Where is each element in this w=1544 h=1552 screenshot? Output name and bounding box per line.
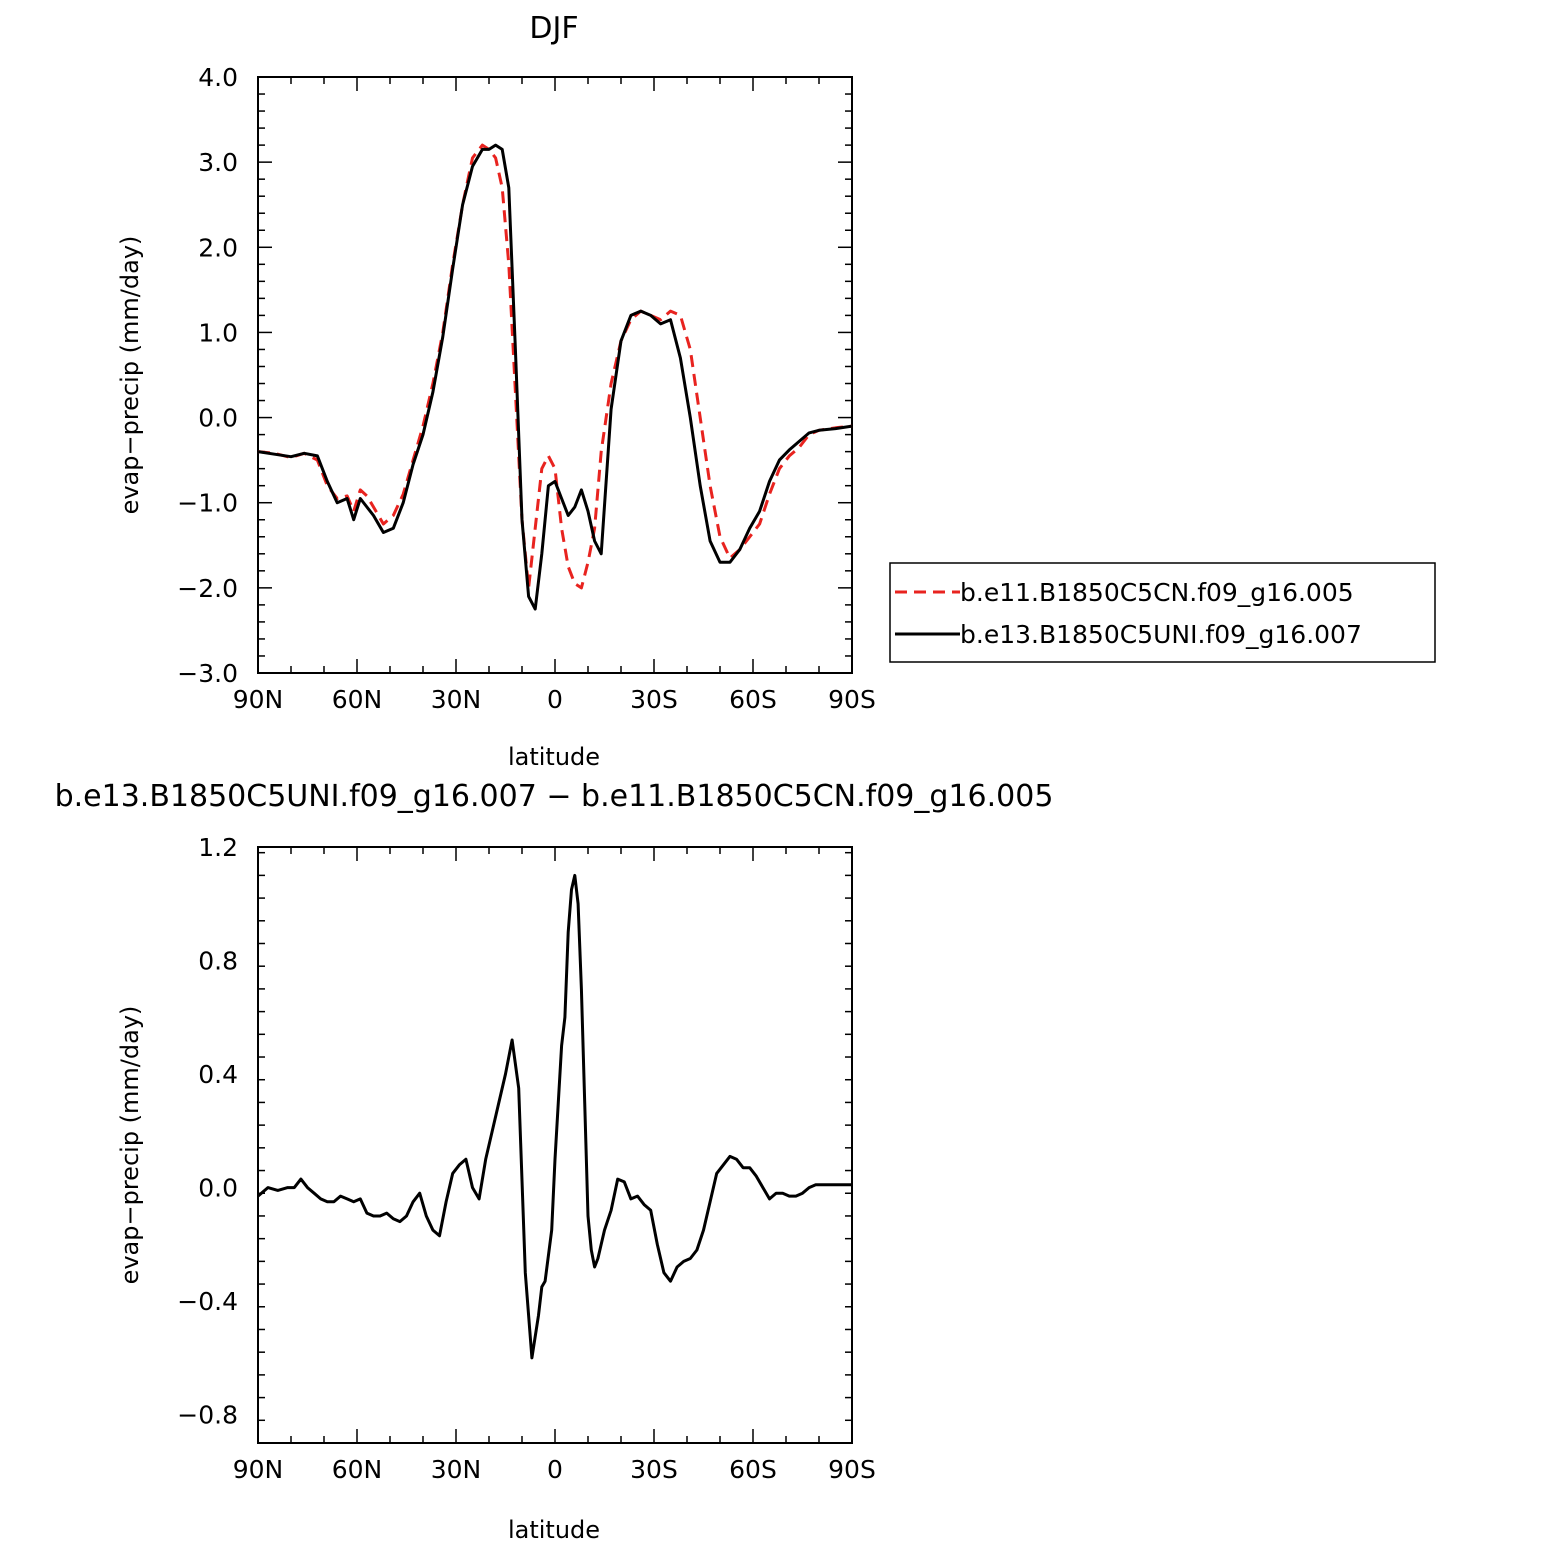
x-tick-label: 90S [828,1455,876,1484]
y-tick-label: −0.8 [177,1401,238,1430]
difference-chart-title: b.e13.B1850C5UNI.f09_g16.007 − b.e11.B18… [55,779,1054,814]
y-tick-label: 0.0 [198,1174,238,1203]
top-plot-area: −3.0 −2.0 −1.0 0.0 1.0 2.0 3.0 4.0 90N 60N 30N 0 30S… [177,63,876,714]
series-line-1 [257,143,853,590]
x-tick-label: 90N [233,685,284,714]
legend-box [889,562,1436,663]
y-axis-label: evap−precip (mm/day) [116,1006,144,1285]
x-tick-label: 30N [431,685,482,714]
x-tick-label: 90N [233,1455,284,1484]
x-tick-label: 60S [729,1455,777,1484]
x-tick-label: 30S [630,1455,678,1484]
y-tick-label: 4.0 [198,63,238,92]
x-tick-label: 0 [547,685,563,714]
y-tick-label: −2.0 [177,574,238,603]
y-axis-label: evap−precip (mm/day) [116,236,144,515]
series-line-1 [257,873,852,1360]
y-tick-label: −3.0 [177,659,238,688]
x-tick-label: 30N [431,1455,482,1484]
top-panel-djf: DJF −3.0 −2.0 −1.0 0.0 1.0 2.0 3.0 4.0 90N 60N 30N… [116,11,876,771]
x-tick-label: 30S [630,685,678,714]
x-axis-label: latitude [508,743,600,771]
x-tick-label: 60N [332,685,383,714]
legend-label-series-1: b.e11.B1850C5CN.f09_g16.005 [960,578,1354,607]
y-tick-label: 0.0 [198,404,238,433]
legend: b.e11.B1850C5CN.f09_g16.005 b.e13.B1850C… [889,562,1436,663]
x-axis-label: latitude [508,1516,600,1544]
y-tick-label: 1.0 [198,318,238,347]
x-tick-label: 0 [547,1455,563,1484]
bottom-plot-area: −0.8 −0.4 0.0 0.4 0.8 1.2 90N 60N 30N 0 30S 60S 90S [177,833,876,1484]
x-tick-label: 60N [332,1455,383,1484]
legend-label-series-2: b.e13.B1850C5UNI.f09_g16.007 [960,620,1362,649]
y-tick-label: 1.2 [198,833,238,862]
chart-title: DJF [529,11,578,46]
x-tick-label: 60S [729,685,777,714]
y-tick-label: 2.0 [198,233,238,262]
y-tick-label: −0.4 [177,1287,238,1316]
series-line-2 [257,143,853,611]
x-tick-label: 90S [828,685,876,714]
y-tick-label: 0.8 [198,947,238,976]
y-tick-label: 0.4 [198,1060,238,1089]
y-tick-label: 3.0 [198,148,238,177]
bottom-panel-difference: b.e13.B1850C5UNI.f09_g16.007 − b.e11.B18… [55,779,1054,1544]
plot-frame [257,76,853,674]
y-tick-label: −1.0 [177,489,238,518]
